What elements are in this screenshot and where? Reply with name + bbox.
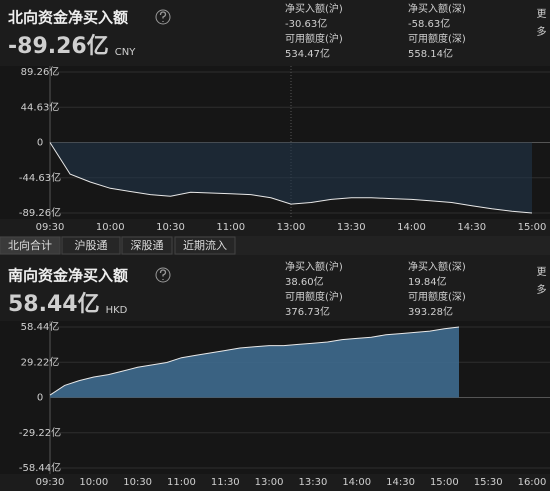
line-fill (50, 142, 532, 213)
stat-value: 376.73亿 (285, 305, 330, 318)
stat-value: 534.47亿 (285, 47, 330, 60)
x-tick-label: 11:30 (211, 477, 240, 488)
y-tick-label: -29.22亿 (19, 426, 61, 439)
stat-label: 可用额度(深) (408, 32, 466, 45)
stat-label: 净买入额(深) (408, 260, 466, 273)
x-tick-label: 13:00 (277, 222, 306, 233)
x-tick-label: 09:30 (36, 477, 65, 488)
currency: HKD (106, 305, 128, 316)
x-tick-label: 14:00 (342, 477, 371, 488)
tab-label[interactable]: 北向合计 (8, 238, 52, 252)
y-tick-label: 44.63亿 (21, 100, 60, 113)
x-tick-label: 13:00 (255, 477, 284, 488)
help-glyph (159, 11, 167, 22)
x-tick-label: 10:00 (79, 477, 108, 488)
tab[interactable] (0, 236, 61, 255)
tab-label[interactable]: 沪股通 (75, 238, 108, 252)
area (50, 327, 459, 398)
panel-title: 南向资金净买入额 (8, 267, 128, 285)
x-tick-label: 11:00 (216, 222, 245, 233)
panel-title: 北向资金净买入额 (8, 9, 128, 27)
y-tick-label: 89.26亿 (21, 65, 60, 78)
headline-value: 58.44亿 (8, 292, 100, 317)
help-icon[interactable] (155, 267, 171, 283)
x-tick-label: 10:00 (96, 222, 125, 233)
tab-label[interactable]: 近期流入 (183, 238, 227, 252)
x-tick-label: 09:30 (36, 222, 65, 233)
help-icon[interactable] (155, 9, 171, 25)
y-tick-label: 29.22亿 (21, 355, 60, 368)
x-tick-label: 15:30 (474, 477, 503, 488)
x-tick-label: 14:30 (457, 222, 486, 233)
x-tick-label: 16:00 (518, 477, 547, 488)
stat-label: 可用额度(沪) (285, 290, 343, 303)
x-tick-label: 10:30 (123, 477, 152, 488)
tab[interactable] (61, 236, 121, 255)
stat-value: -30.63亿 (285, 17, 327, 30)
x-tick-label: 14:30 (386, 477, 415, 488)
stat-value: 38.60亿 (285, 275, 324, 288)
stat-label: 净买入额(沪) (285, 2, 343, 15)
x-tick-label: 11:00 (167, 477, 196, 488)
stat-value: -58.63亿 (408, 17, 450, 30)
y-tick-label: -44.63亿 (19, 171, 61, 184)
stat-label: 可用额度(沪) (285, 32, 343, 45)
x-tick-label: 15:00 (430, 477, 459, 488)
tab[interactable] (121, 236, 173, 255)
stat-label: 净买入额(沪) (285, 260, 343, 273)
y-tick-label: 0 (37, 138, 43, 149)
x-tick-label: 14:00 (397, 222, 426, 233)
more-link[interactable]: 更多 (534, 266, 546, 302)
y-tick-label: 58.44亿 (21, 320, 60, 333)
stat-label: 可用额度(深) (408, 290, 466, 303)
help-glyph (159, 269, 167, 280)
y-tick-label: -58.44亿 (19, 461, 61, 474)
x-tick-label: 13:30 (298, 477, 327, 488)
more-link[interactable]: 更多 (534, 8, 546, 44)
stat-value: 393.28亿 (408, 305, 453, 318)
x-tick-label: 13:30 (337, 222, 366, 233)
stat-label: 净买入额(深) (408, 2, 466, 15)
stat-value: 19.84亿 (408, 275, 447, 288)
line (49, 142, 533, 214)
x-tick-label: 15:00 (518, 222, 547, 233)
tab-label[interactable]: 深股通 (131, 239, 164, 252)
line (49, 326, 460, 396)
y-tick-label: 0 (37, 393, 43, 404)
tab[interactable] (174, 236, 236, 255)
stat-value: 558.14亿 (408, 47, 453, 60)
x-tick-label: 10:30 (156, 222, 185, 233)
headline-value: -89.26亿 (8, 34, 109, 59)
y-tick-label: -89.26亿 (19, 206, 61, 219)
currency: CNY (115, 47, 136, 58)
